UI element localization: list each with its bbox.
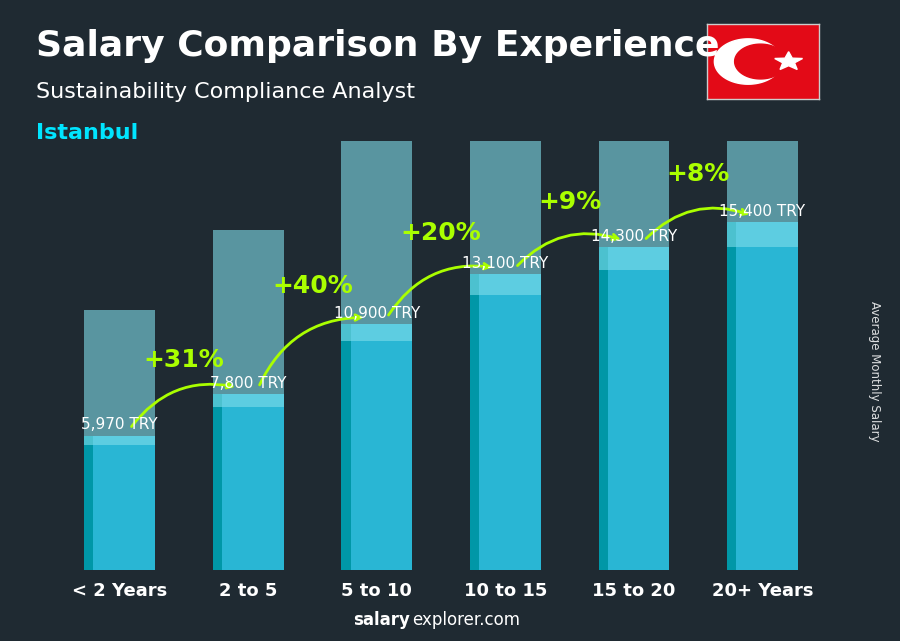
Text: 14,300 TRY: 14,300 TRY: [590, 229, 677, 244]
Bar: [727, 222, 797, 570]
Bar: [598, 247, 608, 570]
Bar: [598, 0, 670, 270]
Polygon shape: [715, 39, 782, 84]
Text: +20%: +20%: [400, 221, 482, 245]
Polygon shape: [775, 52, 803, 69]
Text: 5,970 TRY: 5,970 TRY: [81, 417, 158, 432]
Text: +9%: +9%: [538, 190, 601, 215]
Polygon shape: [734, 44, 787, 79]
Bar: [470, 274, 479, 570]
Bar: [212, 394, 222, 570]
Bar: [341, 324, 351, 570]
Text: 10,900 TRY: 10,900 TRY: [334, 306, 419, 320]
Text: 13,100 TRY: 13,100 TRY: [463, 256, 548, 271]
Bar: [341, 95, 412, 342]
Bar: [85, 310, 155, 445]
Text: +31%: +31%: [143, 347, 224, 372]
Bar: [598, 247, 670, 570]
Bar: [212, 230, 284, 406]
Text: explorer.com: explorer.com: [412, 612, 520, 629]
Text: Sustainability Compliance Analyst: Sustainability Compliance Analyst: [36, 82, 415, 102]
Bar: [727, 222, 736, 570]
Text: Average Monthly Salary: Average Monthly Salary: [868, 301, 881, 442]
Text: salary: salary: [353, 612, 410, 629]
Text: 15,400 TRY: 15,400 TRY: [719, 204, 806, 219]
Text: +8%: +8%: [667, 162, 730, 187]
Bar: [212, 394, 284, 570]
Text: Salary Comparison By Experience: Salary Comparison By Experience: [36, 29, 719, 63]
Text: Istanbul: Istanbul: [36, 123, 139, 143]
Bar: [470, 0, 541, 295]
Bar: [470, 274, 541, 570]
Text: +40%: +40%: [272, 274, 353, 298]
Bar: [341, 324, 412, 570]
Text: 7,800 TRY: 7,800 TRY: [210, 376, 286, 391]
Bar: [85, 435, 94, 570]
Bar: [85, 435, 155, 570]
Bar: [727, 0, 797, 247]
